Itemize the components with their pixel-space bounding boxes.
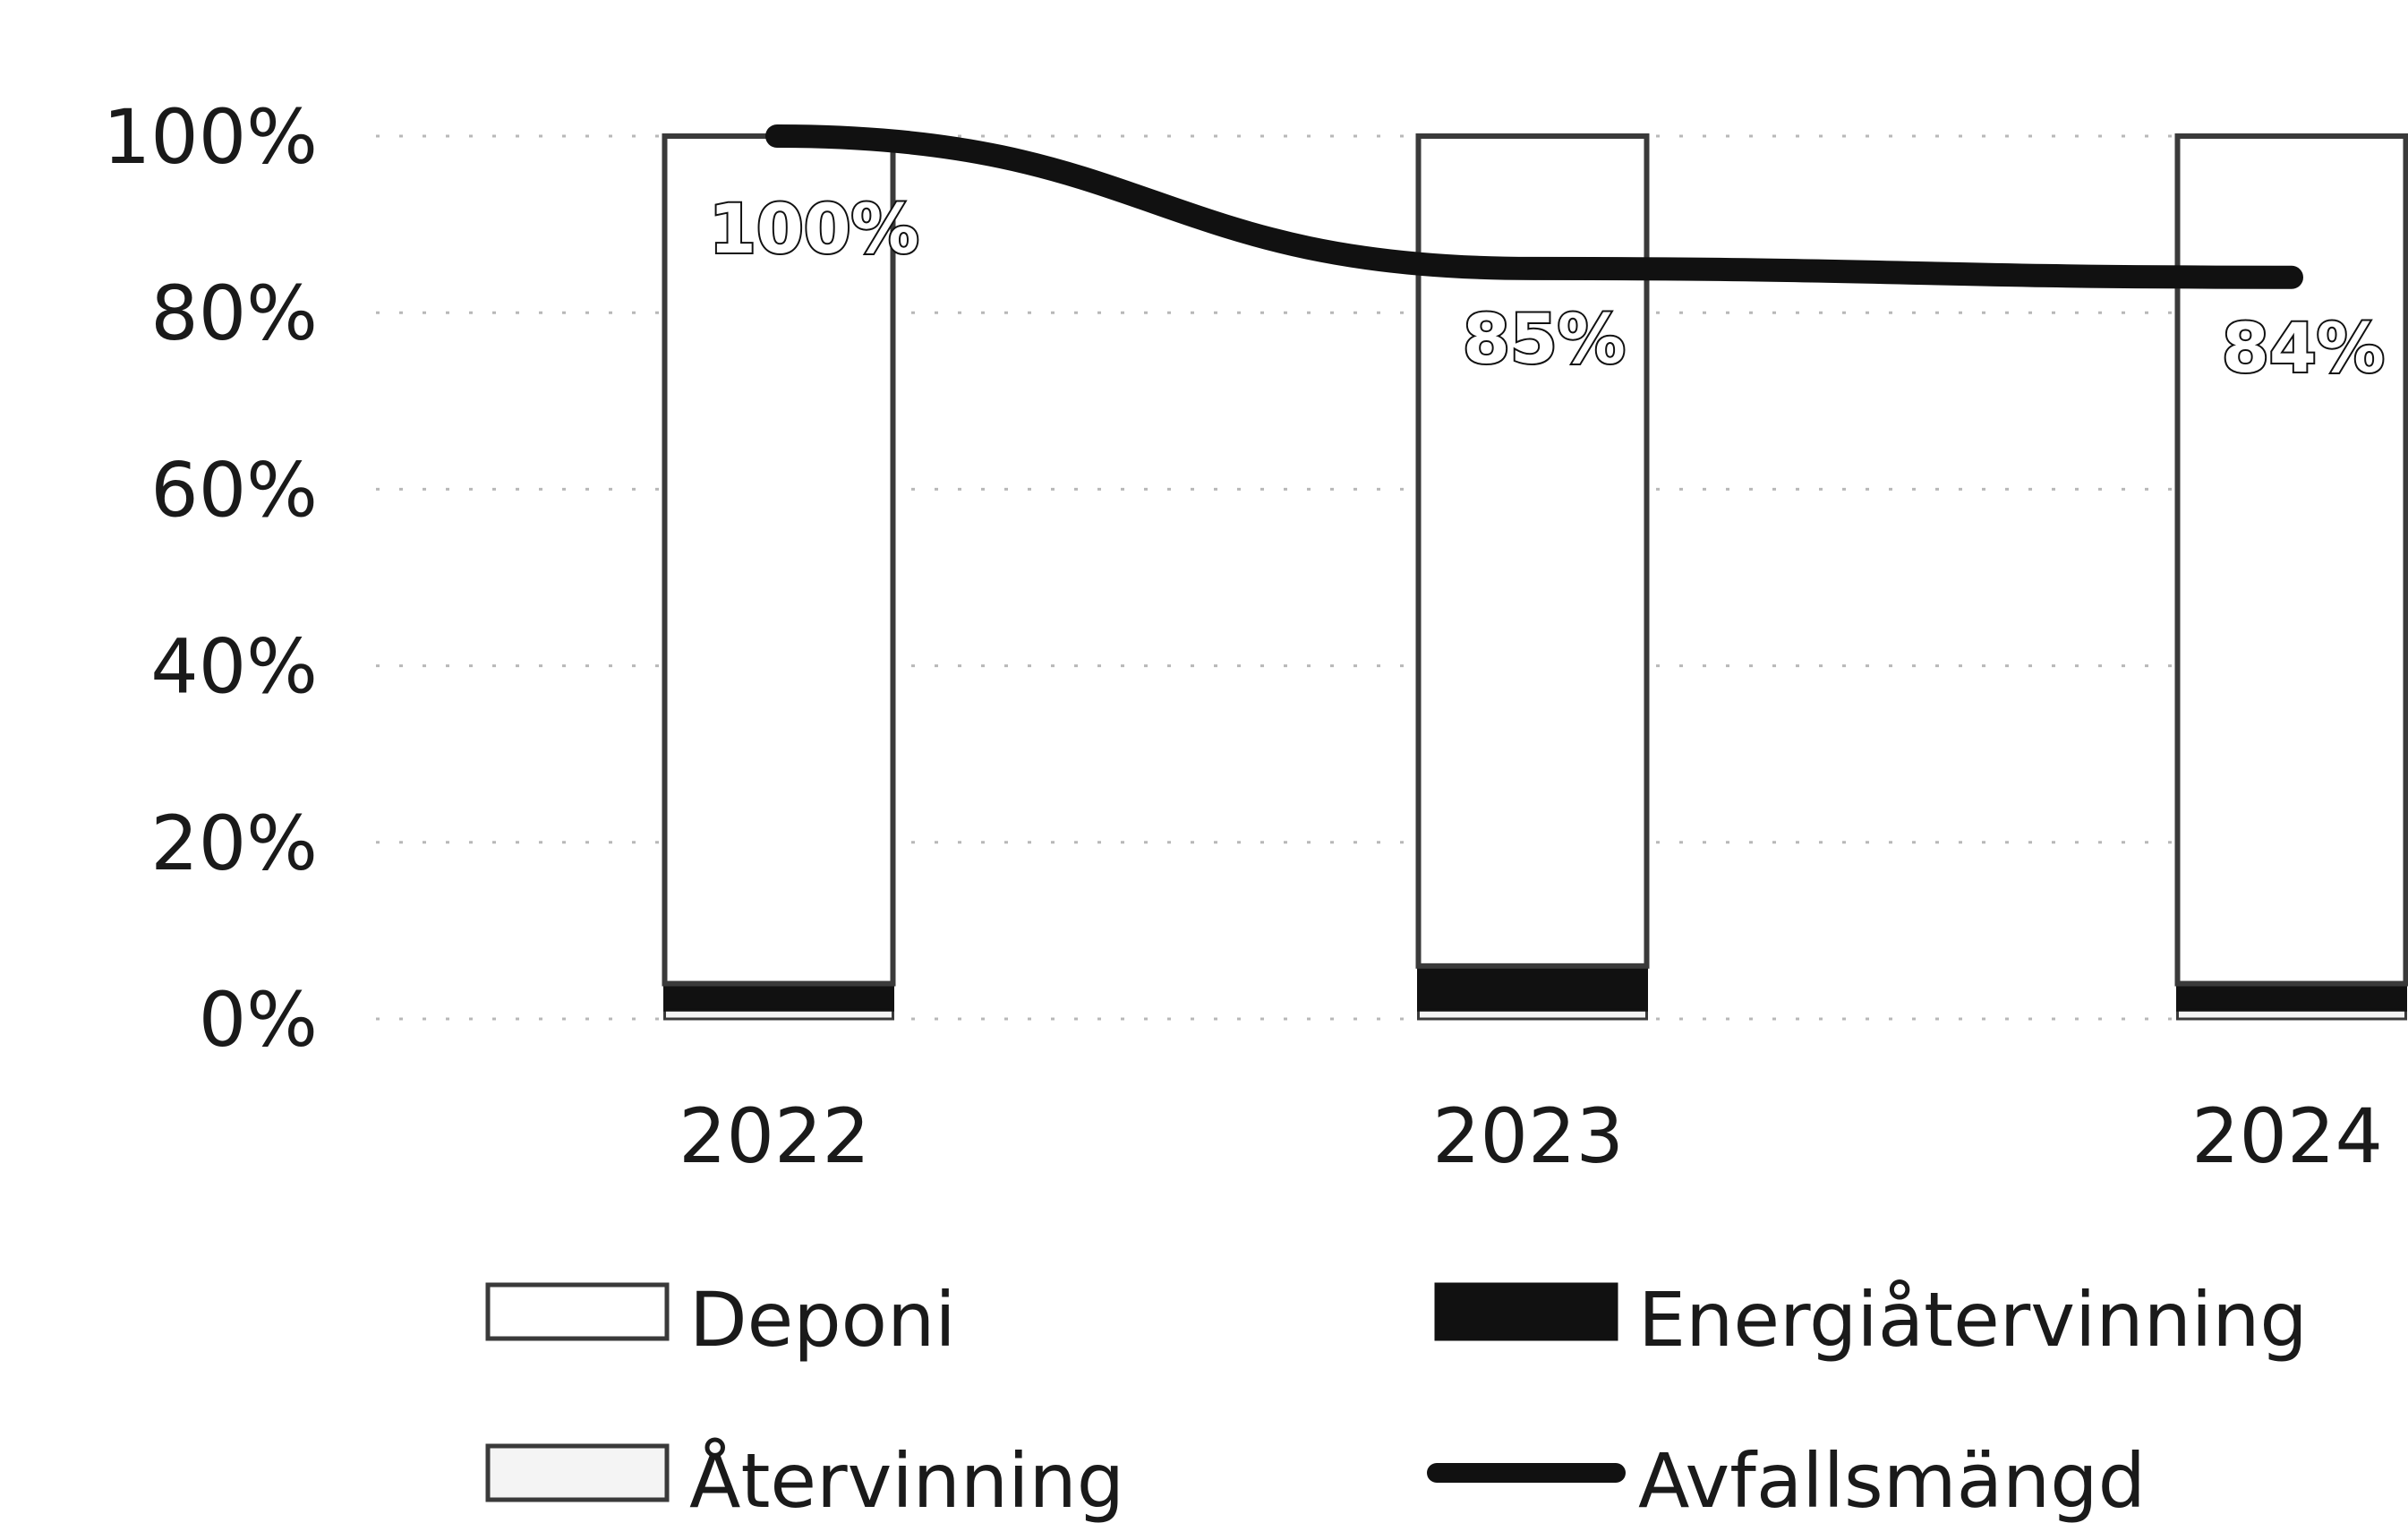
legend-swatch <box>1434 1282 1618 1341</box>
line-avfallsmangd <box>765 124 2303 289</box>
y-tick-label: 60% <box>150 446 318 534</box>
legend-item-deponi: Deponi <box>485 1276 956 1364</box>
legend-item-avfallsmangd: Avfallsmängd <box>1427 1437 2146 1523</box>
data-label-2024: 84% <box>2222 308 2385 388</box>
legend-label: Avfallsmängd <box>1638 1437 2146 1523</box>
y-tick-label: 40% <box>150 623 318 711</box>
x-axis-ticks: 2022 2023 2024 <box>679 1092 2383 1180</box>
y-tick-label: 100% <box>103 93 318 181</box>
legend-label: Energiåtervinning <box>1638 1276 2308 1364</box>
legend-swatch <box>485 1282 670 1341</box>
legend: Deponi Energiåtervinning Återvinning Avfall… <box>485 1276 2308 1523</box>
line-series <box>765 124 2303 289</box>
bar-energiatervinning-2024 <box>2176 982 2407 1012</box>
bar-deponi-2022 <box>662 133 896 987</box>
legend-swatch <box>485 1443 670 1502</box>
x-tick-label-2023: 2023 <box>1432 1092 1624 1180</box>
y-axis-ticks: 0% 20% 40% 60% 80% 100% <box>103 93 318 1064</box>
x-tick-label-2024: 2024 <box>2191 1092 2383 1180</box>
legend-label: Återvinning <box>689 1436 1124 1523</box>
y-tick-label: 20% <box>150 800 318 887</box>
bar-deponi-2024 <box>2174 133 2408 987</box>
data-labels: 100% 85% 84% <box>707 187 2387 389</box>
data-label-2022: 100% <box>709 189 919 269</box>
bar-energiatervinning-2023 <box>1417 964 1648 1012</box>
legend-item-energiatervinning: Energiåtervinning <box>1434 1276 2308 1364</box>
legend-label: Deponi <box>689 1276 956 1364</box>
data-label-2023: 85% <box>1463 299 1626 379</box>
y-tick-label: 0% <box>199 976 318 1064</box>
x-tick-label-2022: 2022 <box>679 1092 870 1180</box>
legend-item-atervinning: Återvinning <box>485 1436 1124 1523</box>
y-tick-label: 80% <box>150 270 318 357</box>
bar-energiatervinning-2022 <box>663 982 894 1012</box>
